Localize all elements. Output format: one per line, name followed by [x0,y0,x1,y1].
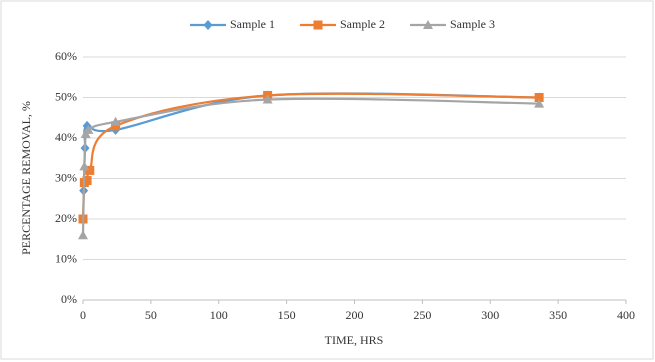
marker [78,230,88,240]
legend-marker [423,20,433,29]
x-tick-label: 50 [145,308,157,322]
x-tick-label: 150 [278,308,296,322]
y-tick-label: 0% [61,292,77,306]
y-tick-label: 60% [55,49,77,63]
marker [85,165,95,175]
y-axis-label: PERCENTAGE REMOVAL, % [19,101,33,255]
x-tick-label: 400 [617,308,635,322]
marker [262,94,273,104]
marker [82,176,92,186]
marker [111,121,121,131]
x-tick-label: 350 [549,308,567,322]
x-tick-label: 200 [346,308,364,322]
x-tick-label: 250 [413,308,431,322]
marker [83,124,94,134]
marker [534,98,545,108]
x-tick-label: 300 [481,308,499,322]
y-tick-label: 10% [55,251,77,265]
legend-label: Sample 1 [230,17,275,31]
legend-marker [313,20,323,30]
x-tick-label: 0 [80,308,86,322]
legend-label: Sample 2 [340,17,385,31]
marker [110,116,121,126]
y-tick-label: 50% [55,89,77,103]
legend-marker [203,20,213,30]
y-tick-label: 40% [55,130,77,144]
marker [82,120,92,131]
x-tick-label: 100 [210,308,228,322]
marker [79,161,90,171]
y-tick-label: 20% [55,211,77,225]
y-tick-label: 30% [55,170,77,184]
x-axis-label: TIME, HRS [325,333,384,347]
legend-label: Sample 3 [450,17,495,31]
marker [534,93,544,102]
